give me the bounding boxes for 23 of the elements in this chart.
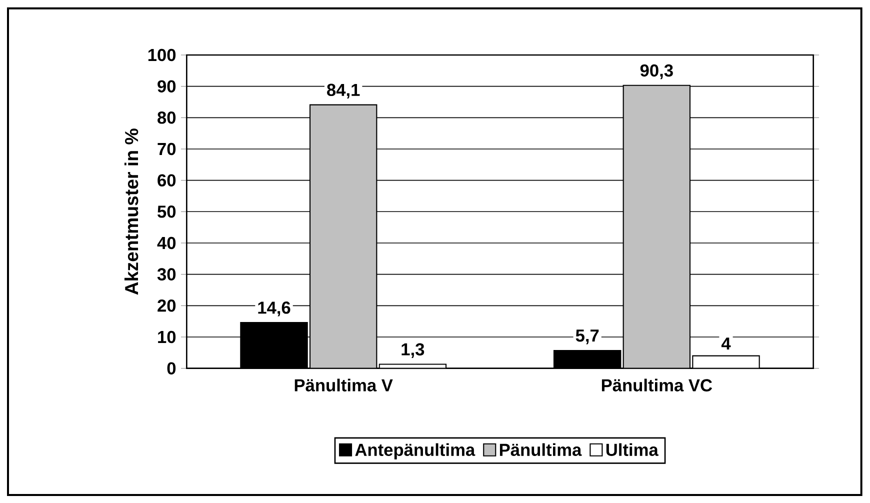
data-label: 90,3 <box>640 64 673 80</box>
y-tick-label: 90 <box>158 80 176 92</box>
data-label: 4 <box>721 338 731 350</box>
y-tick-label: 10 <box>158 330 176 344</box>
data-label: 84,1 <box>327 84 360 99</box>
y-tick-label: 0 <box>167 362 176 374</box>
y-tick-label: 20 <box>158 300 176 312</box>
y-tick-label: 100 <box>148 48 176 62</box>
x-tick-label: Pänultima VC <box>602 378 712 392</box>
data-label: 5,7 <box>576 330 599 344</box>
y-tick-label: 30 <box>157 268 176 280</box>
y-tick-label: 50 <box>158 206 176 218</box>
y-tick-label: 80 <box>158 112 176 124</box>
x-tick-label: Pänultima V <box>294 378 393 392</box>
data-label: 1,3 <box>402 343 424 358</box>
y-axis-title: Akzentmuster in % <box>124 128 138 295</box>
y-tick-label: 40 <box>157 236 176 250</box>
data-label: 14,6 <box>258 302 290 316</box>
legend-label: Pänultima <box>500 443 582 456</box>
legend-label: Ultima <box>606 443 658 456</box>
y-tick-label: 70 <box>158 142 176 156</box>
legend-label: Antepänultima <box>355 443 476 460</box>
y-tick-label: 60 <box>158 174 176 186</box>
